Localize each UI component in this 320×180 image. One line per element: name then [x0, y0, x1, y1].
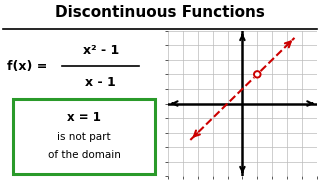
- Text: Discontinuous Functions: Discontinuous Functions: [55, 5, 265, 20]
- Text: x - 1: x - 1: [85, 76, 116, 89]
- Text: f(x) =: f(x) =: [7, 60, 47, 73]
- Text: is not part: is not part: [57, 132, 111, 142]
- Text: x² - 1: x² - 1: [83, 44, 119, 57]
- Text: x = 1: x = 1: [67, 111, 101, 125]
- FancyBboxPatch shape: [13, 99, 155, 174]
- Circle shape: [254, 71, 260, 78]
- Text: of the domain: of the domain: [48, 150, 120, 160]
